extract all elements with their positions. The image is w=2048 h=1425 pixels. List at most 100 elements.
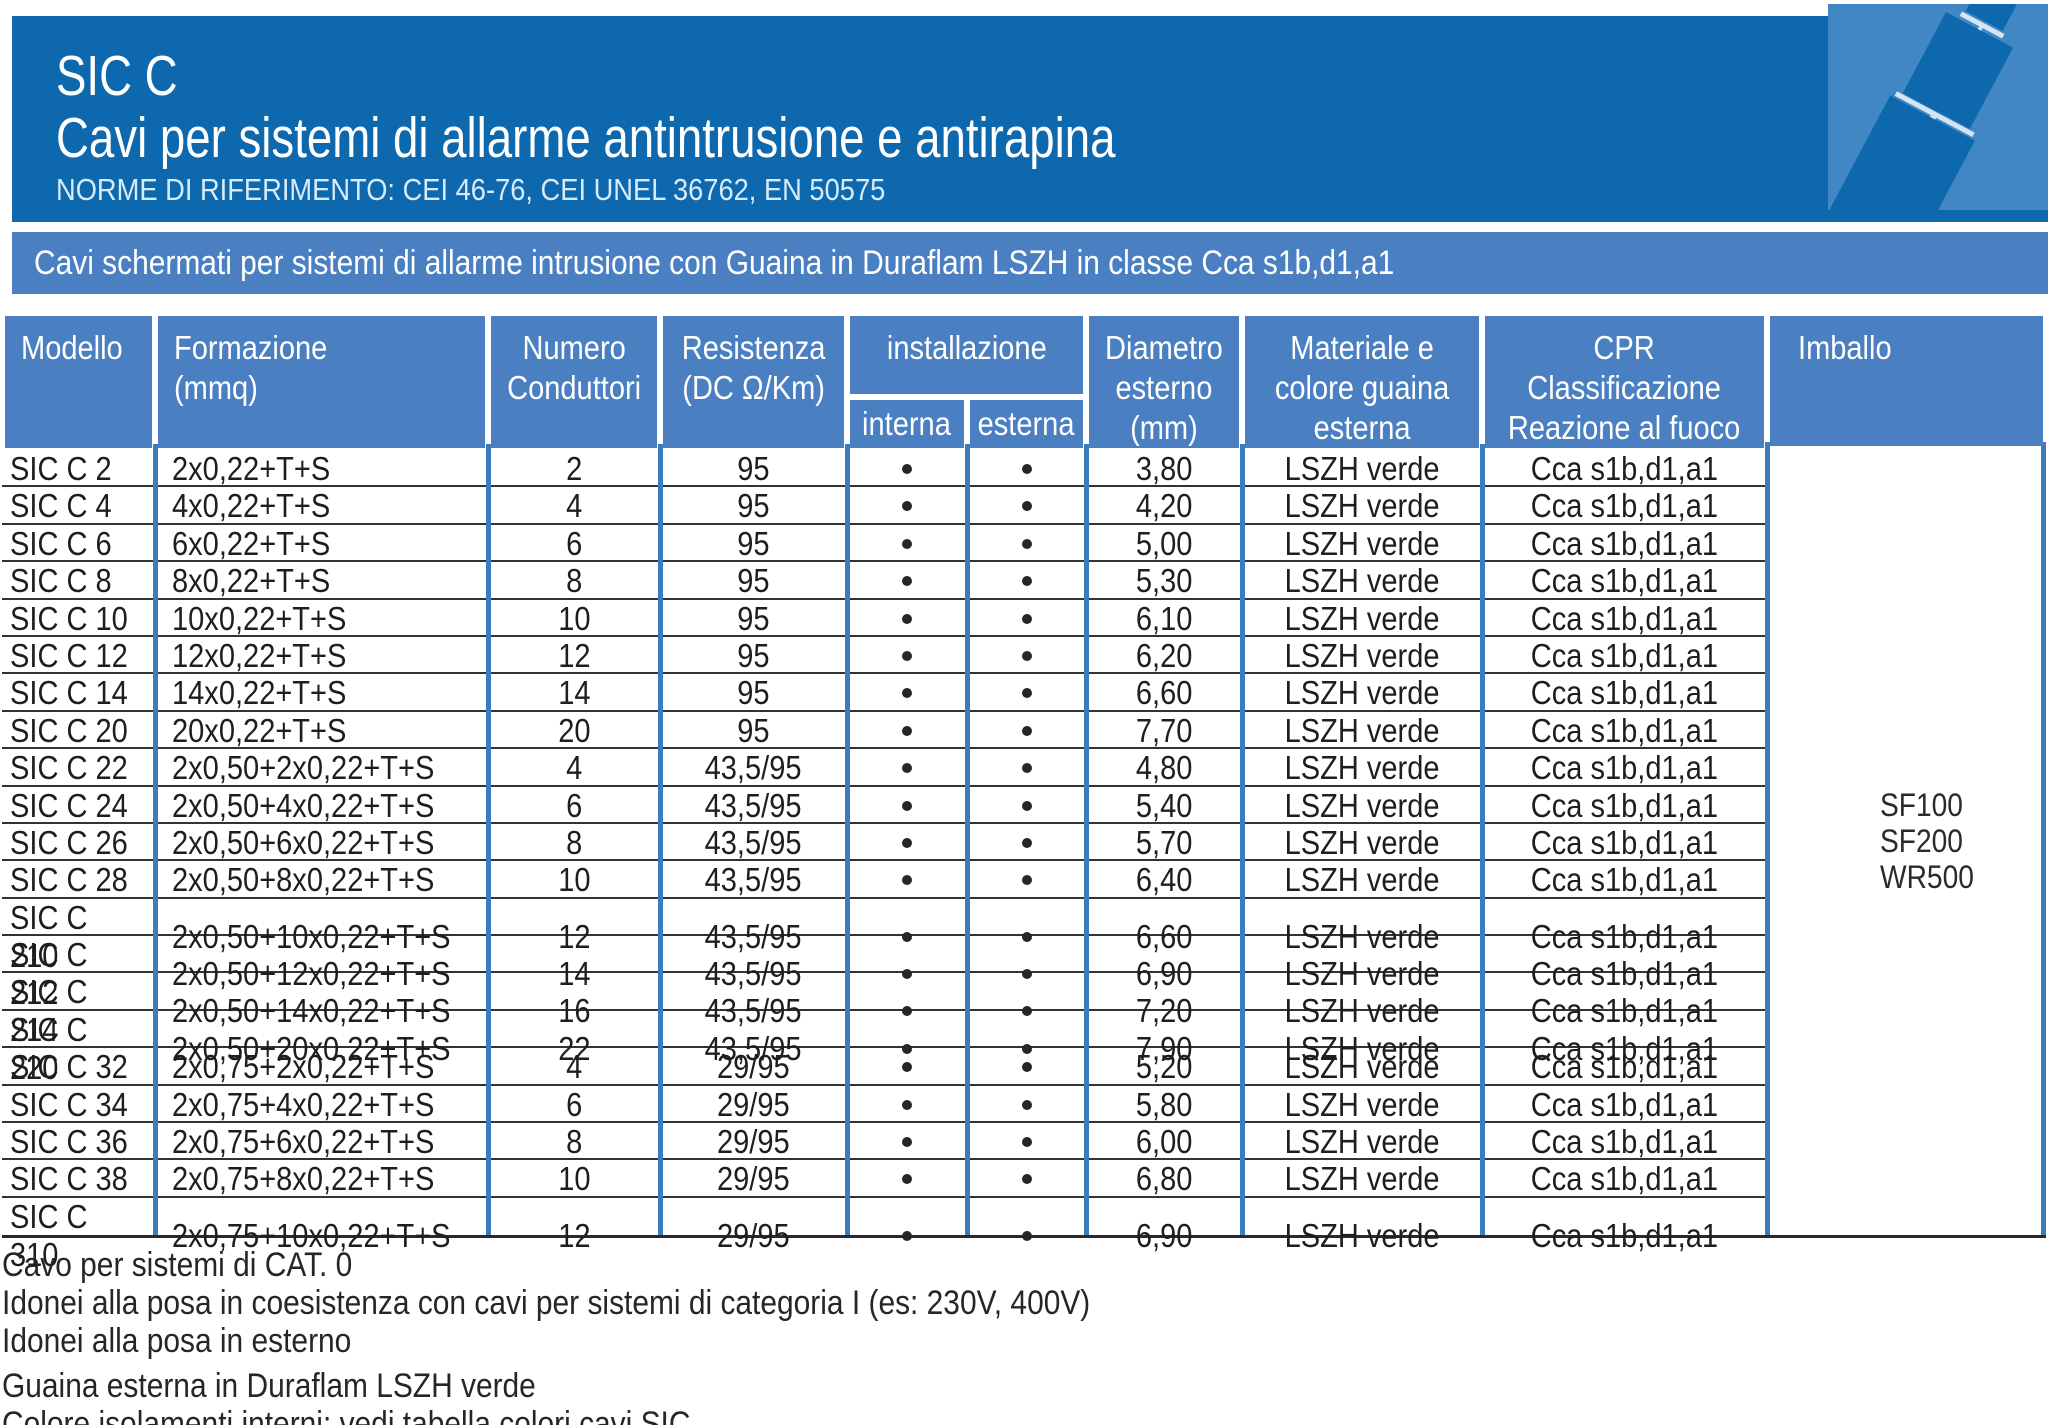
imballo-cell: SF100 SF200 WR500 (1765, 442, 2046, 1236)
cell-installazione-interna (847, 787, 967, 825)
cell-formazione: 20x0,22+T+S (172, 711, 347, 749)
cell-materiale: LSZH verde (1284, 786, 1440, 824)
cell-numero-conduttori: 6 (565, 786, 583, 824)
cell-installazione-interna (847, 600, 967, 638)
installation-dot (1021, 1230, 1032, 1241)
cell-diametro: 6,60 (1135, 674, 1193, 712)
cell-numero-conduttori: 10 (557, 1160, 591, 1198)
cell-numero-conduttori: 6 (565, 1085, 583, 1123)
cell-numero-conduttori: 8 (565, 1123, 583, 1161)
header-interna: interna (850, 400, 964, 448)
footnotes: Cavo per sistemi di CAT. 0 Idonei alla po… (2, 1246, 1239, 1425)
cell-numero-conduttori: 14 (557, 955, 591, 993)
cell-materiale: LSZH verde (1284, 1123, 1440, 1161)
installation-dot (902, 1006, 912, 1017)
cell-resistenza: 43,5/95 (705, 861, 802, 899)
table-row: SIC C 8 8x0,22+T+S 8 95 5,30 LSZH verde Cca s1… (2, 562, 2046, 600)
installation-dot (1021, 650, 1032, 661)
installation-dot (1021, 875, 1032, 886)
cell-installazione-esterna (967, 787, 1086, 825)
cell-modello: SIC C 6 (10, 524, 112, 562)
cell-installazione-esterna (967, 487, 1086, 525)
imballo-value: WR500 (1880, 858, 1974, 895)
norms-reference: NORME DI RIFERIMENTO: CEI 46-76, CEI UNE… (56, 172, 886, 207)
cell-resistenza: 29/95 (717, 1085, 790, 1123)
cell-formazione: 2x0,50+2x0,22+T+S (172, 749, 435, 787)
cell-modello: SIC C 26 (10, 823, 128, 861)
cell-installazione-esterna (967, 562, 1086, 600)
cell-installazione-esterna (967, 899, 1086, 975)
cell-numero-conduttori: 22 (557, 1029, 591, 1067)
cell-resistenza: 95 (737, 487, 770, 525)
cell-formazione: 10x0,22+T+S (172, 599, 347, 637)
cell-installazione-interna (847, 1123, 967, 1161)
cell-materiale: LSZH verde (1284, 562, 1440, 600)
cell-formazione: 2x0,50+10x0,22+T+S (172, 917, 451, 955)
cell-installazione-interna (847, 973, 967, 1049)
cell-diametro: 4,80 (1135, 749, 1193, 787)
cell-installazione-interna (847, 899, 967, 975)
installation-dot (902, 969, 912, 980)
cell-cpr: Cca s1b,d1,a1 (1530, 992, 1719, 1030)
table-row: SIC C 220 2x0,50+20x0,22+T+S 22 43,5/95 7,90… (2, 1011, 2046, 1086)
cell-resistenza: 29/95 (717, 1160, 790, 1198)
header-installazione: installazione (850, 316, 1083, 394)
cell-materiale: LSZH verde (1284, 992, 1440, 1030)
table-row: SIC C 210 2x0,50+10x0,22+T+S 12 43,5/95 6,60… (2, 899, 2046, 974)
cell-numero-conduttori: 4 (565, 749, 583, 787)
cell-diametro: 5,80 (1135, 1085, 1193, 1123)
installation-dot (1021, 725, 1032, 736)
cell-materiale: LSZH verde (1284, 636, 1440, 674)
cell-modello: SIC C 2 (10, 450, 112, 487)
imballo-value: SF200 (1880, 822, 1963, 859)
cell-installazione-interna (847, 936, 967, 1012)
imballo-value: SF100 (1880, 786, 1963, 823)
table-row: SIC C 26 2x0,50+6x0,22+T+S 8 43,5/95 5,70 LSZ… (2, 823, 2046, 862)
cell-modello: SIC C 38 (10, 1160, 128, 1198)
cell-modello: SIC C 24 (10, 786, 128, 824)
cell-diametro: 4,20 (1135, 487, 1193, 525)
cell-diametro: 5,20 (1135, 1048, 1193, 1086)
installation-dot (1021, 969, 1032, 980)
cell-materiale: LSZH verde (1284, 711, 1440, 749)
cell-cpr: Cca s1b,d1,a1 (1530, 955, 1719, 993)
cell-numero-conduttori: 4 (565, 1048, 583, 1086)
header-band: SIC C Cavi per sistemi di allarme antint… (12, 16, 2048, 222)
cell-formazione: 14x0,22+T+S (172, 674, 347, 712)
installation-dot (902, 931, 912, 942)
cell-materiale: LSZH verde (1284, 524, 1440, 562)
cell-installazione-interna (847, 450, 967, 488)
cell-installazione-interna (847, 749, 967, 787)
cell-numero-conduttori: 10 (557, 861, 591, 899)
cell-numero-conduttori: 8 (565, 823, 583, 861)
cell-resistenza: 43,5/95 (705, 823, 802, 861)
table-row: SIC C 34 2x0,75+4x0,22+T+S 6 29/95 5,80 LSZH … (2, 1085, 2046, 1124)
grid-line-vertical (153, 444, 158, 1236)
cell-materiale: LSZH verde (1284, 823, 1440, 861)
cell-formazione: 6x0,22+T+S (172, 524, 331, 562)
header-installazione-group: installazione interna esterna (847, 316, 1086, 448)
cell-installazione-interna (847, 562, 967, 600)
cell-numero-conduttori: 10 (557, 599, 591, 637)
table-row: SIC C 32 2x0,75+2x0,22+T+S 4 29/95 5,20 LSZH … (2, 1048, 2046, 1086)
installation-dot (1021, 1043, 1032, 1054)
cell-installazione-interna (847, 1160, 967, 1198)
cell-numero-conduttori: 12 (557, 917, 591, 955)
cell-installazione-interna (847, 1086, 967, 1124)
cell-materiale: LSZH verde (1284, 1160, 1440, 1198)
cell-installazione-esterna (967, 973, 1086, 1049)
cell-cpr: Cca s1b,d1,a1 (1530, 711, 1719, 749)
cell-formazione: 2x0,50+8x0,22+T+S (172, 861, 435, 899)
cell-numero-conduttori: 12 (557, 1216, 591, 1254)
installation-dot (1021, 464, 1032, 474)
cell-installazione-esterna (967, 600, 1086, 638)
cell-formazione: 2x0,75+6x0,22+T+S (172, 1123, 435, 1161)
banner-text: Cavi schermati per sistemi di allarme in… (34, 243, 1395, 282)
cell-resistenza: 95 (737, 450, 770, 487)
cell-formazione: 2x0,75+2x0,22+T+S (172, 1048, 435, 1086)
cell-modello: SIC C 212 (10, 936, 88, 1012)
cell-resistenza: 95 (737, 562, 770, 600)
table-row: SIC C 310 2x0,75+10x0,22+T+S 12 29/95 6,90 LS… (2, 1198, 2046, 1273)
cell-diametro: 7,90 (1135, 1029, 1193, 1067)
cell-numero-conduttori: 14 (557, 674, 591, 712)
